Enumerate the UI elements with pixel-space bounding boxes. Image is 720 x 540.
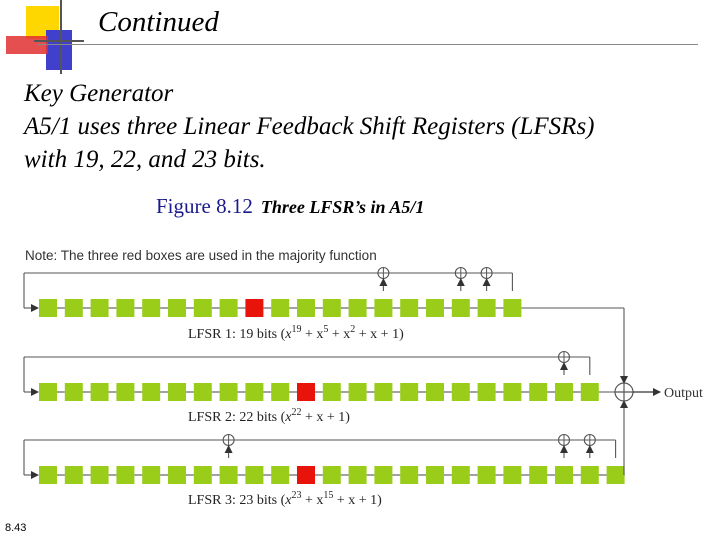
lfsr3-cell-3 xyxy=(116,466,135,484)
lfsr1-cell-3 xyxy=(116,299,135,317)
lfsr3-cell-22 xyxy=(606,466,625,484)
lfsr3-cell-15 xyxy=(426,466,444,484)
decor-horizontal-line xyxy=(34,40,84,42)
slide-title: Continued xyxy=(98,6,219,38)
lfsr2-cell-2 xyxy=(90,383,109,401)
lfsr1-cell-0 xyxy=(39,299,57,317)
figure-caption: Figure 8.12 Three LFSR’s in A5/1 xyxy=(156,194,424,219)
lfsr3-cell-11 xyxy=(322,466,341,484)
lfsr2-cell-20 xyxy=(555,383,573,401)
lfsr3-cell-17 xyxy=(477,466,496,484)
lfsr1-cell-2 xyxy=(90,299,109,317)
lfsr3-cell-18 xyxy=(503,466,522,484)
lfsr1-cell-13 xyxy=(374,299,393,317)
lfsr2-cell-15 xyxy=(426,383,444,401)
lfsr1-cell-14 xyxy=(400,299,419,317)
lfsr3-cell-5 xyxy=(168,466,186,484)
lfsr1-cell-16 xyxy=(451,299,470,317)
lfsr3-cell-14 xyxy=(400,466,419,484)
lfsr3-cell-20 xyxy=(555,466,573,484)
lfsr2-cell-4 xyxy=(142,383,161,401)
lfsr2-cell-16 xyxy=(451,383,470,401)
lfsr1-cell-4 xyxy=(142,299,161,317)
figure-title: Three LFSR’s in A5/1 xyxy=(260,197,425,217)
lfsr3-cell-8 xyxy=(245,466,264,484)
title-divider xyxy=(38,44,698,45)
lfsr3-cell-10 xyxy=(297,466,315,484)
lfsr3-label: LFSR 3: 23 bits (x23 + x15 + x + 1) xyxy=(188,490,382,508)
lfsr3-cell-16 xyxy=(451,466,470,484)
lfsr3-cell-1 xyxy=(64,466,83,484)
lfsr1-cell-5 xyxy=(168,299,186,317)
lfsr1-cell-17 xyxy=(477,299,496,317)
decor-blue-block xyxy=(46,30,72,70)
body-line-2: with 19, 22, and 23 bits. xyxy=(24,146,266,173)
lfsr1-cell-11 xyxy=(322,299,341,317)
lfsr2-cell-5 xyxy=(168,383,186,401)
lfsr1-label: LFSR 1: 19 bits (x19 + x5 + x2 + x + 1) xyxy=(188,324,404,342)
lfsr2-cell-1 xyxy=(64,383,83,401)
lfsr-layer: LFSR 1: 19 bits (x19 + x5 + x2 + x + 1) L… xyxy=(23,266,628,508)
lfsr1-cell-6 xyxy=(193,299,212,317)
lfsr2-cell-18 xyxy=(503,383,522,401)
lfsr2-label: LFSR 2: 22 bits (x22 + x + 1) xyxy=(188,407,350,425)
lfsr3-cell-0 xyxy=(39,466,57,484)
lfsr2-cell-6 xyxy=(193,383,212,401)
lfsr2-cell-12 xyxy=(348,383,367,401)
lfsr2-cell-3 xyxy=(116,383,135,401)
lfsr2-cell-19 xyxy=(529,383,548,401)
figure-number: Figure 8.12 xyxy=(156,194,253,218)
lfsr1-cell-7 xyxy=(219,299,238,317)
lfsr3-cell-12 xyxy=(348,466,367,484)
lfsr2-cell-11 xyxy=(322,383,341,401)
lfsr3-cell-21 xyxy=(580,466,599,484)
lfsr3-cell-13 xyxy=(374,466,393,484)
body-line-1: A5/1 uses three Linear Feedback Shift Re… xyxy=(24,113,595,140)
diagram-note: Note: The three red boxes are used in th… xyxy=(25,248,377,263)
output-label: Output xyxy=(664,386,703,401)
lfsr1-cell-18 xyxy=(503,299,522,317)
lfsr3-cell-9 xyxy=(271,466,290,484)
lfsr1-cell-9 xyxy=(271,299,290,317)
lfsr2-cell-13 xyxy=(374,383,393,401)
lfsr3-cell-4 xyxy=(142,466,161,484)
lfsr2-cell-10 xyxy=(297,383,315,401)
output-xor xyxy=(614,382,634,402)
lfsr1-cell-1 xyxy=(64,299,83,317)
lfsr3-cell-6 xyxy=(193,466,212,484)
lfsr2-cell-7 xyxy=(219,383,238,401)
lfsr1-cell-8 xyxy=(245,299,264,317)
lfsr2-cell-8 xyxy=(245,383,264,401)
lfsr2-cell-9 xyxy=(271,383,290,401)
lfsr2-cell-14 xyxy=(400,383,419,401)
lfsr1-cell-15 xyxy=(426,299,444,317)
lfsr3-cell-2 xyxy=(90,466,109,484)
lfsr1-cell-10 xyxy=(297,299,315,317)
lfsr3-cell-19 xyxy=(529,466,548,484)
lfsr2-cell-17 xyxy=(477,383,496,401)
lfsr2-cell-0 xyxy=(39,383,57,401)
lfsr3-cell-7 xyxy=(219,466,238,484)
lfsr2-cell-21 xyxy=(580,383,599,401)
lfsr1-cell-12 xyxy=(348,299,367,317)
slide-number: 8.43 xyxy=(5,522,27,534)
decor-vertical-line xyxy=(60,0,62,74)
heading-key-generator: Key Generator xyxy=(24,80,174,107)
